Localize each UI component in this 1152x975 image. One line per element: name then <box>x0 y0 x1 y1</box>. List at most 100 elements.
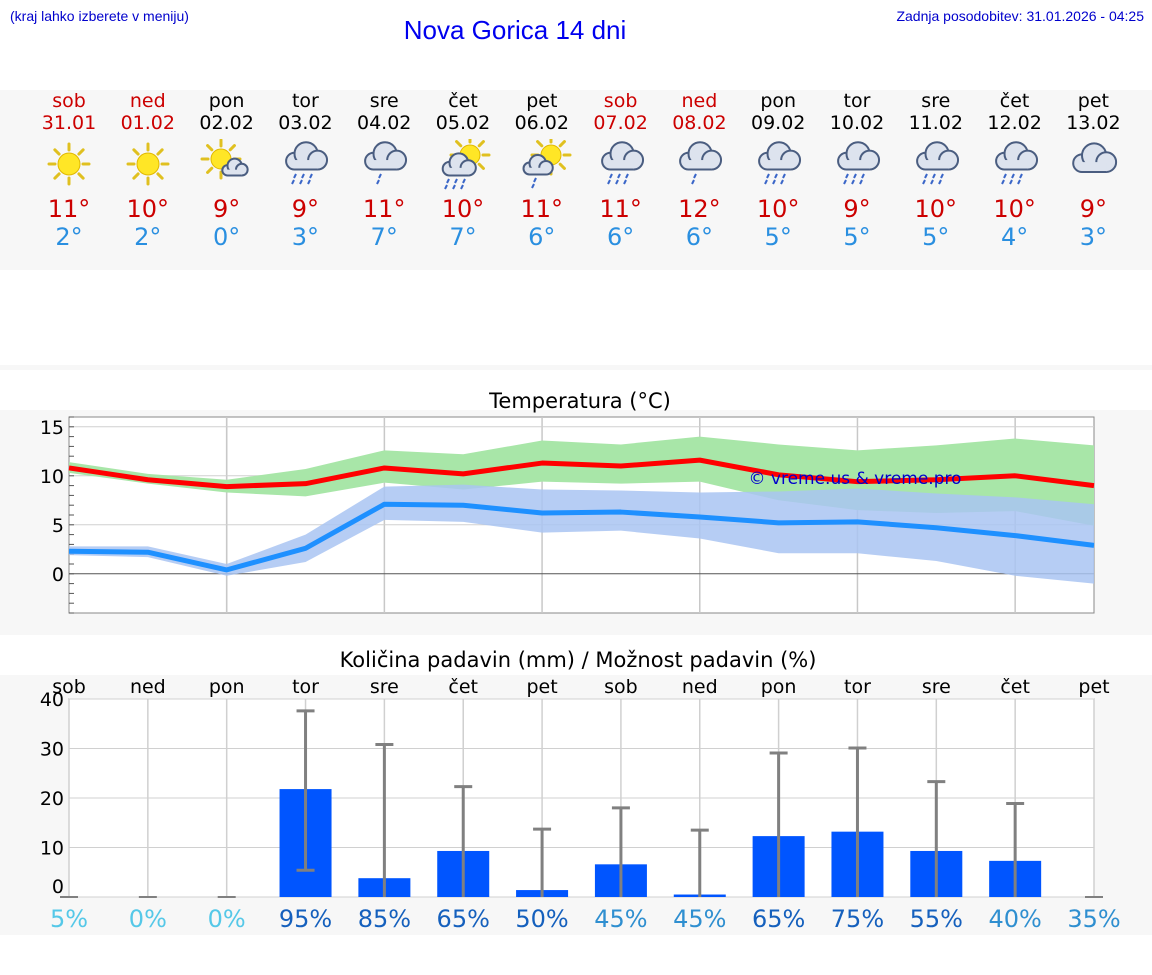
day-name: sob <box>52 90 86 112</box>
day-name: ned <box>129 90 166 112</box>
day-date: 03.02 <box>278 112 333 134</box>
day-date: 31.01 <box>41 112 97 134</box>
min-temp: 5° <box>764 223 792 251</box>
min-temp: 7° <box>449 223 477 251</box>
precip-probability: 45% <box>594 905 647 933</box>
day-date: 04.02 <box>356 112 412 134</box>
min-temp: 0° <box>212 223 241 251</box>
min-temp: 3° <box>291 223 320 251</box>
y-tick-label: 20 <box>40 788 64 810</box>
y-tick-label: 5 <box>52 515 64 537</box>
cloud-icon <box>1072 142 1118 174</box>
min-temp: 6° <box>528 223 556 251</box>
day-date: 09.02 <box>750 112 806 134</box>
max-temp: 10° <box>756 195 800 223</box>
precip-probability: 45% <box>673 905 726 933</box>
sun-icon <box>126 142 170 186</box>
day-name: pon <box>760 90 797 112</box>
min-temp: 3° <box>1079 223 1108 251</box>
day-date: 01.02 <box>120 112 175 134</box>
precip-probability: 40% <box>988 905 1041 933</box>
day-name: tor <box>291 90 319 112</box>
x-category-label: pon <box>761 676 797 698</box>
day-date: 08.02 <box>672 112 727 134</box>
chart-title: Temperatura (°C) <box>488 389 671 413</box>
rain-cloud-icon <box>285 141 329 185</box>
rain-cloud-icon <box>915 141 959 185</box>
min-temp: 2° <box>134 223 162 251</box>
precip-probability: 95% <box>279 905 332 933</box>
x-category-label: čet <box>1000 676 1030 698</box>
day-column: tor 10.02 9° 5° <box>818 90 896 251</box>
day-name: pet <box>526 90 558 112</box>
x-category-label: tor <box>292 676 319 698</box>
max-temp: 11° <box>362 195 406 223</box>
day-name: sre <box>921 90 951 112</box>
min-temp: 5° <box>843 223 871 251</box>
day-date: 10.02 <box>829 112 885 134</box>
sun-light-rain-icon <box>522 139 572 189</box>
max-temp: 11° <box>47 195 91 223</box>
y-tick-label: 10 <box>40 466 64 488</box>
precip-probability: 75% <box>831 905 884 933</box>
precip-probability: 50% <box>515 905 568 933</box>
day-date: 07.02 <box>593 112 648 134</box>
precip-probability: 5% <box>50 905 88 933</box>
max-temp: 9° <box>212 195 241 223</box>
day-column: čet 05.02 10° 7° <box>424 90 502 251</box>
x-category-label: sre <box>370 676 399 698</box>
day-date: 02.02 <box>199 112 254 134</box>
max-temp: 12° <box>678 195 721 223</box>
precip-probability: 85% <box>358 905 411 933</box>
daily-forecast-strip: sob 31.01 11° 2° ned 01.02 10° 2° pon 02.02 9° 0° to… <box>0 90 1152 270</box>
y-tick-label: 10 <box>40 838 64 860</box>
x-category-label: ned <box>682 676 718 698</box>
x-category-label: pon <box>209 676 245 698</box>
day-column: sob 07.02 11° 6° <box>582 90 660 251</box>
rain-cloud-icon <box>837 141 881 185</box>
day-column: pon 02.02 9° 0° <box>188 90 266 251</box>
rain-cloud-icon <box>994 141 1038 185</box>
max-temp: 10° <box>126 195 170 223</box>
light-rain-cloud-icon <box>679 141 723 185</box>
min-temp-line <box>68 501 1095 573</box>
min-temp: 5° <box>922 223 950 251</box>
x-category-label: čet <box>448 676 478 698</box>
x-category-label: sre <box>922 676 951 698</box>
x-category-label: ned <box>130 676 166 698</box>
max-temp-line <box>68 457 1095 490</box>
sun-icon <box>47 142 91 186</box>
location-hint: (kraj lahko izberete v meniju) <box>10 8 189 24</box>
sun-rain-cloud-icon <box>441 139 491 190</box>
precip-probability: 65% <box>437 905 490 933</box>
day-column: sre 04.02 11° 7° <box>345 90 423 251</box>
max-temp: 9° <box>1079 195 1108 223</box>
rain-cloud-icon <box>758 141 802 185</box>
day-date: 05.02 <box>435 112 491 134</box>
day-date: 06.02 <box>514 112 569 134</box>
chart-title: Količina padavin (mm) / Možnost padavin … <box>340 648 817 672</box>
temperature-chart: Temperatura (°C) 0 5 10 15 © vreme.us & vreme… <box>0 389 1152 635</box>
x-category-label: pet <box>526 676 557 698</box>
min-temp: 6° <box>685 223 714 251</box>
day-column: čet 12.02 10° 4° <box>976 90 1054 251</box>
max-temp: 11° <box>520 195 564 223</box>
min-temp-range-band <box>69 484 1094 584</box>
min-temp: 2° <box>55 223 83 251</box>
day-date: 12.02 <box>987 112 1042 134</box>
x-category-label: pet <box>1078 676 1109 698</box>
precip-probability: 55% <box>910 905 963 933</box>
sun-cloud-icon <box>200 139 249 180</box>
y-tick-label: 40 <box>40 689 64 711</box>
max-temp: 9° <box>843 195 871 223</box>
day-date: 13.02 <box>1066 112 1121 134</box>
y-tick-label: 0 <box>52 876 64 898</box>
day-name: ned <box>681 90 718 112</box>
rain-cloud-icon <box>600 141 644 185</box>
day-column: sre 11.02 10° 5° <box>897 90 975 251</box>
day-name: pon <box>208 90 245 112</box>
day-column: pet 13.02 9° 3° <box>1054 90 1132 251</box>
divider <box>0 365 1152 370</box>
x-category-label: tor <box>844 676 871 698</box>
day-column: ned 01.02 10° 2° <box>109 90 187 251</box>
